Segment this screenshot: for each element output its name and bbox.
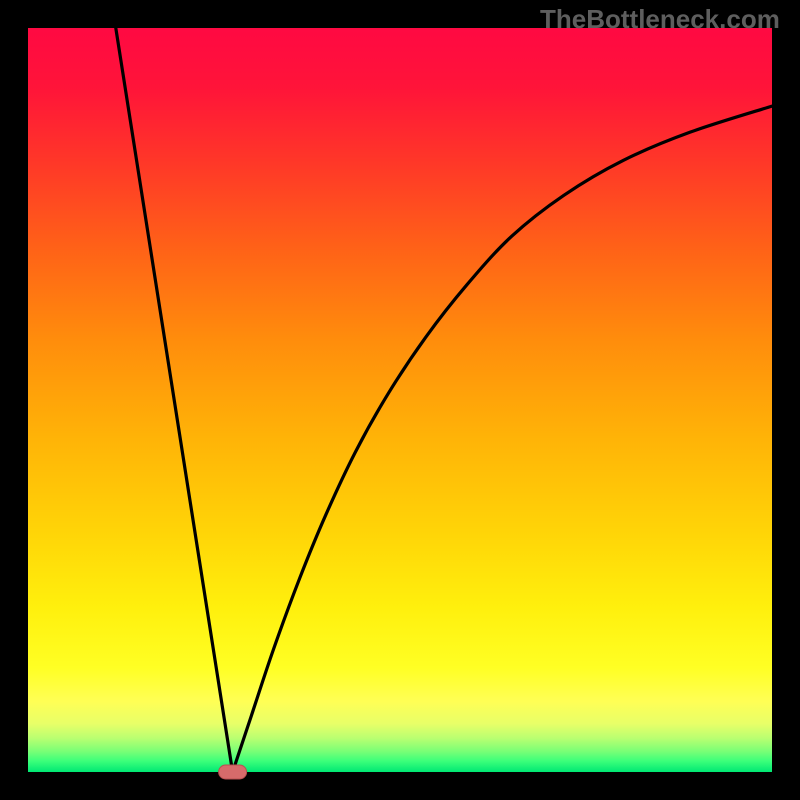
plot-background xyxy=(28,28,772,772)
watermark-text: TheBottleneck.com xyxy=(540,4,780,35)
dip-marker xyxy=(219,765,247,779)
bottleneck-chart xyxy=(0,0,800,800)
